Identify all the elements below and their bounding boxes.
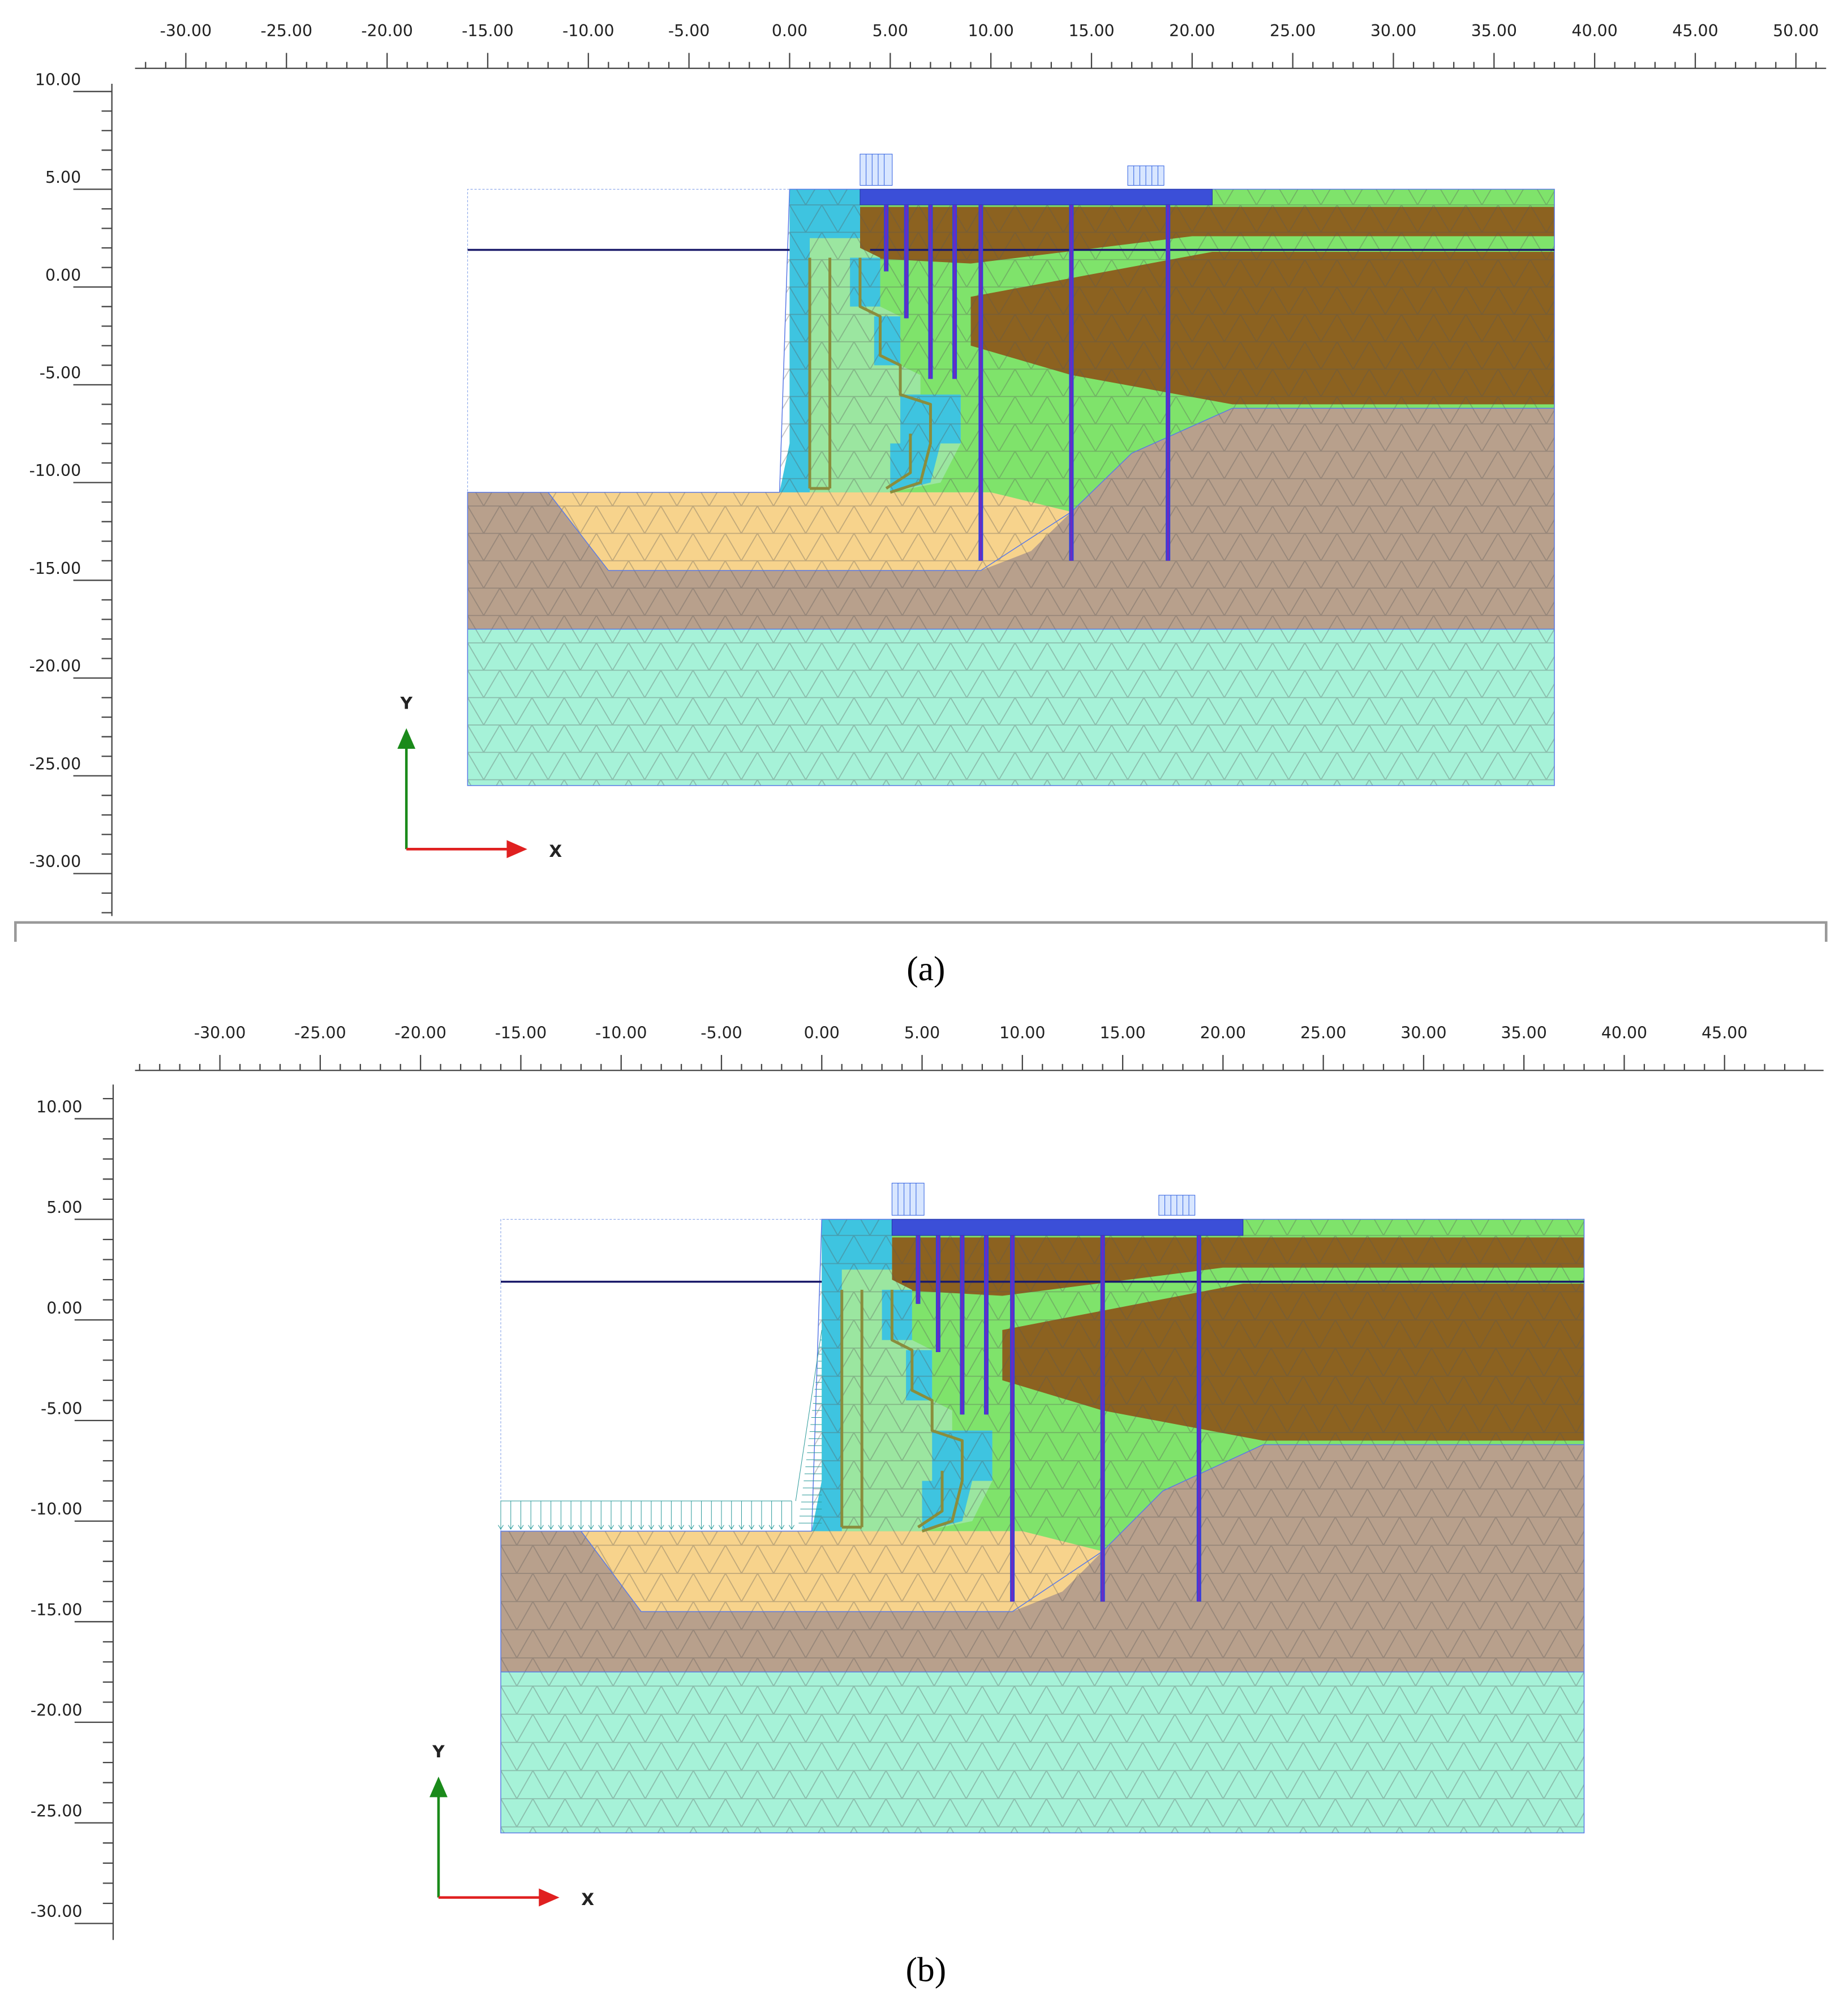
ruler-y-label: 5.00	[45, 168, 81, 187]
water-pressure	[498, 1330, 822, 1529]
model-view	[501, 1183, 1584, 1833]
ruler-x-label: 5.00	[904, 1023, 940, 1042]
axis-x-label: X	[581, 1890, 594, 1909]
axis-x-label: X	[549, 842, 562, 861]
ruler-y-label: -10.00	[29, 461, 81, 480]
ruler-x-label: -5.00	[668, 22, 710, 40]
ruler-y-label: -15.00	[31, 1601, 83, 1619]
ruler-x-label: 20.00	[1169, 22, 1215, 40]
ruler-x-label: 25.00	[1300, 1023, 1346, 1042]
ruler-x-label: 50.00	[1773, 22, 1819, 40]
ruler-y-label: 10.00	[35, 70, 81, 89]
ruler-x-label: -30.00	[194, 1023, 246, 1042]
axis-y-label: Y	[399, 694, 413, 713]
ruler-y-label: 0.00	[46, 1299, 82, 1318]
ruler-y-label: -20.00	[29, 657, 81, 676]
axis-y-label: Y	[432, 1742, 445, 1761]
ruler-y-label: -10.00	[31, 1500, 83, 1519]
ruler-y-label: -30.00	[31, 1902, 83, 1921]
caption: (a)	[906, 950, 945, 988]
ruler-x-label: -20.00	[361, 22, 413, 40]
ruler-x-label: 30.00	[1370, 22, 1416, 40]
caption: (b)	[906, 1950, 947, 1989]
ruler-x-label: 40.00	[1601, 1023, 1647, 1042]
ruler-x-label: 0.00	[772, 22, 807, 40]
ruler-y-label: 10.00	[36, 1097, 82, 1116]
ruler-y-label: -30.00	[29, 852, 81, 871]
ruler-x-label: 45.00	[1701, 1023, 1747, 1042]
model-view	[467, 154, 1554, 786]
ruler-x-label: 35.00	[1501, 1023, 1547, 1042]
ruler-x-label: 10.00	[999, 1023, 1045, 1042]
ruler-y-label: 5.00	[46, 1198, 82, 1217]
ruler-x-label: -10.00	[562, 22, 615, 40]
ruler-x-label: 35.00	[1471, 22, 1517, 40]
ruler-x-label: 20.00	[1200, 1023, 1246, 1042]
ruler-x-label: 45.00	[1672, 22, 1718, 40]
axis-y-head	[429, 1776, 448, 1798]
ruler-x-label: -25.00	[260, 22, 312, 40]
ruler-x-label: 5.00	[873, 22, 908, 40]
ruler-y-label: 0.00	[45, 266, 81, 285]
ruler-y-label: -5.00	[41, 1399, 82, 1418]
ruler-x-label: 40.00	[1572, 22, 1618, 40]
ruler-y-label: -25.00	[29, 754, 81, 773]
ruler-x-label: -20.00	[394, 1023, 446, 1042]
ruler-x-label: -10.00	[595, 1023, 647, 1042]
axis-x-head	[506, 840, 527, 859]
ruler-y-label: -25.00	[31, 1801, 83, 1820]
panel-separator	[14, 921, 1828, 942]
ruler-y-label: -20.00	[31, 1701, 83, 1720]
ruler-x-label: -30.00	[160, 22, 212, 40]
ruler-x-label: -15.00	[495, 1023, 547, 1042]
ruler-x-label: 0.00	[804, 1023, 840, 1042]
axis-x-head	[539, 1888, 560, 1907]
models	[467, 154, 1584, 1833]
ruler-y-label: -5.00	[40, 364, 81, 383]
ruler-x-label: 25.00	[1270, 22, 1316, 40]
ruler-x-label: -15.00	[462, 22, 514, 40]
ruler-y-label: -15.00	[29, 559, 81, 578]
ruler-x-label: -5.00	[701, 1023, 742, 1042]
axis-y-head	[397, 728, 416, 749]
ruler-x-label: -25.00	[294, 1023, 346, 1042]
ruler-x-label: 15.00	[1099, 1023, 1145, 1042]
ruler-x-label: 30.00	[1400, 1023, 1446, 1042]
ruler-x-label: 10.00	[968, 22, 1013, 40]
ruler-x-label: 15.00	[1068, 22, 1114, 40]
